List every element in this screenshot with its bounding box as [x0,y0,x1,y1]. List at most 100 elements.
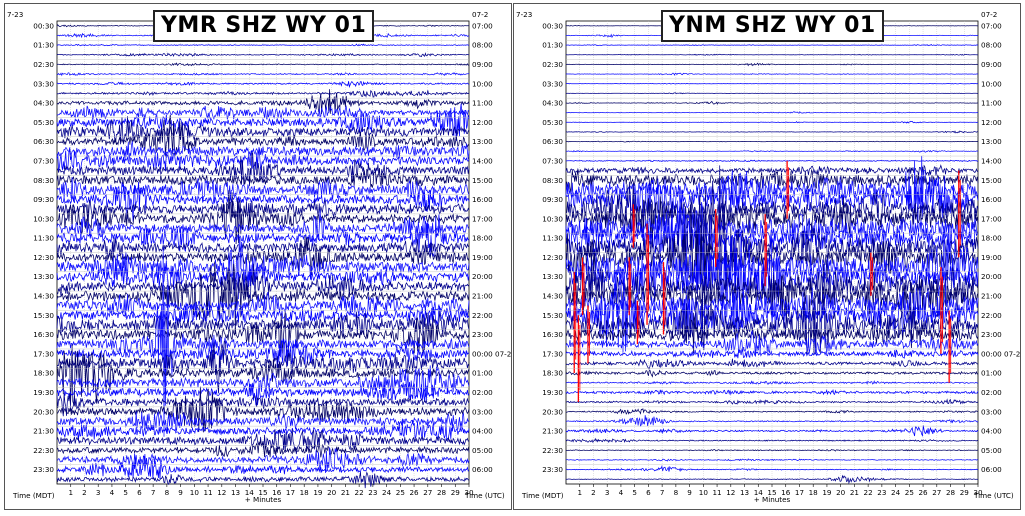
trace-line [56,447,470,474]
left-row-label: 15:30 [542,311,563,320]
x-tick-label: 18 [809,488,819,497]
left-row-label: 05:30 [542,118,563,127]
x-tick-label: 17 [286,488,295,497]
right-row-label: 18:00 [981,234,1002,243]
right-row-label: 20:00 [472,272,493,281]
right-axis-title: Time (UTC) [464,491,505,500]
chart-title: YNM SHZ WY 01 [661,10,884,42]
x-tick-label: 21 [850,488,859,497]
x-tick-label: 8 [165,488,170,497]
trace-line [56,148,470,172]
trace-line [56,386,470,433]
trace-line [56,89,470,115]
trace-line [565,181,979,237]
right-row-label: 15:00 [472,176,493,185]
right-row-label: 03:00 [981,407,1002,416]
left-row-label: 01:30 [33,41,54,50]
right-row-label: 02:00 [981,388,1002,397]
right-row-label: 18:00 [472,234,493,243]
x-tick-label: 7 [660,488,665,497]
x-tick-label: 26 [409,488,419,497]
x-tick-label: 4 [110,488,115,497]
trace-line [565,155,979,232]
right-row-label: 09:00 [981,60,1002,69]
x-tick-label: 27 [423,488,432,497]
trace-line [565,225,979,304]
right-row-label: 17:00 [472,214,493,223]
x-tick-label: 5 [123,488,128,497]
left-row-label: 05:30 [33,118,54,127]
trace-line [56,116,470,145]
trace-line [566,82,979,85]
trace-line [56,89,470,98]
x-tick-label: 11 [712,488,721,497]
x-tick-label: 13 [231,488,240,497]
right-row-label: 04:00 [472,427,493,436]
right-row-label: 11:00 [472,99,493,108]
trace-line [56,471,470,489]
left-row-label: 01:30 [542,41,563,50]
x-tick-label: 8 [674,488,679,497]
right-row-label: 14:00 [472,156,493,165]
x-tick-label: 28 [946,488,956,497]
right-row-label: 20:00 [981,272,1002,281]
left-axis-title: Time (MDT) [12,491,55,500]
left-row-label: 13:30 [33,272,54,281]
trace-line [56,114,470,157]
trace-line [56,261,470,335]
trace-line [56,303,470,327]
x-tick-label: 29 [960,488,970,497]
x-tick-label: 29 [451,488,461,497]
trace-line [56,237,470,258]
trace-line [565,111,979,114]
x-tick-label: 1 [577,488,582,497]
left-row-label: 09:30 [542,195,563,204]
left-row-label: 18:30 [33,369,54,378]
helicorder-chart-ymr: 00:30 01:30 02:30 03:30 04:30 05:30 06:30 07:30… [7,10,511,504]
x-tick-label: 30 [464,488,474,497]
trace-line [56,52,469,58]
right-row-label: 07:00 [981,21,1002,30]
x-tick-label: 20 [327,488,337,497]
trace-line [56,62,469,67]
right-row-label: 02:00 [472,388,493,397]
trace-line [56,263,470,291]
x-tick-label: 26 [918,488,928,497]
right-row-label: 11:00 [981,99,1002,108]
left-row-label: 20:30 [542,407,563,416]
x-tick-label: 28 [437,488,447,497]
trace-line [56,80,470,89]
trace-line [565,149,979,153]
left-row-label: 07:30 [542,156,563,165]
left-row-label: 11:30 [542,234,563,243]
x-tick-label: 25 [905,488,914,497]
left-row-label: 06:30 [33,137,54,146]
trace-line [565,72,979,76]
x-tick-label: 19 [822,488,832,497]
x-tick-label: 18 [300,488,310,497]
left-row-label: 22:30 [542,446,563,455]
trace-line [56,381,470,406]
x-tick-label: 22 [864,488,873,497]
right-row-label: 09:00 [472,60,493,69]
x-tick-label: 6 [137,488,142,497]
trace-line [566,130,978,134]
trace-line [56,263,470,302]
x-tick-label: 21 [341,488,350,497]
right-row-label: 22:00 [981,311,1002,320]
trace-line [56,411,470,433]
trace-line [565,292,979,355]
right-row-label: 21:00 [472,292,493,301]
x-tick-label: 24 [382,488,392,497]
x-tick-label: 3 [605,488,610,497]
x-tick-label: 16 [272,488,282,497]
left-row-label: 17:30 [542,349,563,358]
date-right-label: 07-2 [981,10,997,19]
x-tick-label: 10 [699,488,709,497]
trace-line [57,440,470,458]
left-row-label: 03:30 [542,79,563,88]
right-row-label: 08:00 [472,41,493,50]
trace-line [56,104,470,120]
x-tick-label: 16 [781,488,791,497]
x-tick-label: 30 [973,488,983,497]
